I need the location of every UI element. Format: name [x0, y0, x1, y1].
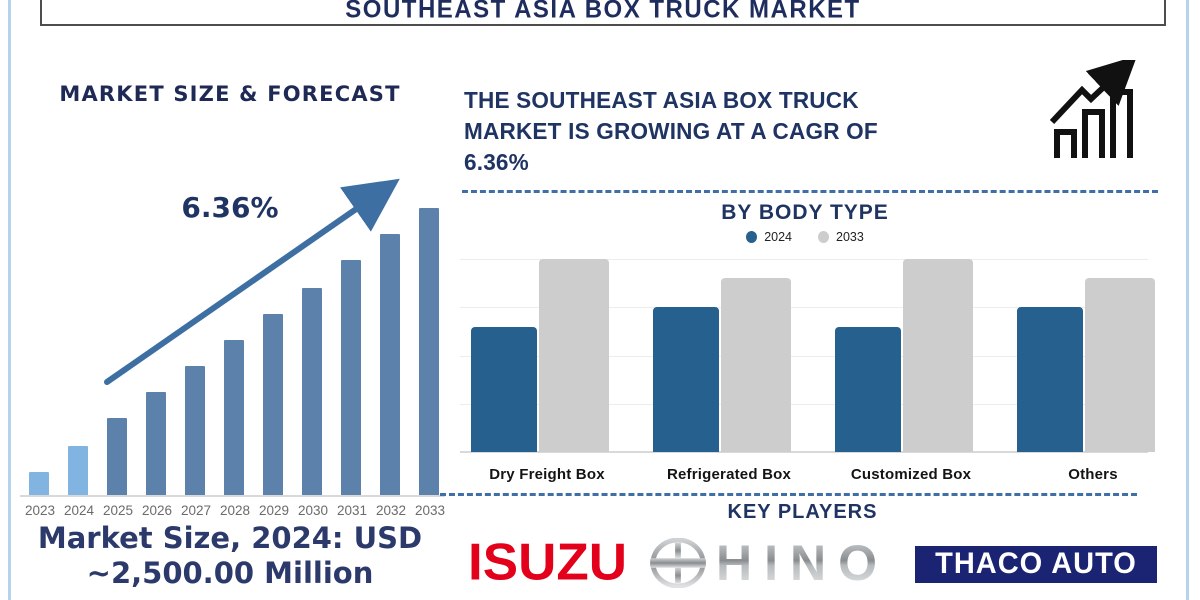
hino-logo: HINO [648, 538, 889, 588]
gridline [460, 451, 1148, 453]
year-label-2032: 2032 [375, 503, 407, 518]
hino-ellipse-h-emblem [650, 538, 706, 588]
market-size-bar-2024 [68, 446, 88, 495]
year-label-2026: 2026 [141, 503, 173, 518]
bodytype-bar-dry-freight-box-2024 [471, 327, 537, 452]
bodytype-bar-others-2024 [1017, 307, 1083, 452]
year-label-2033: 2033 [414, 503, 446, 518]
year-label-2025: 2025 [102, 503, 134, 518]
category-label-others: Others [1068, 466, 1118, 483]
market-size-bar-2026 [146, 392, 166, 495]
market-size-bar-2030 [302, 288, 322, 495]
isuzu-logo: ISUZU [468, 533, 627, 592]
market-size-bar-2025 [107, 418, 127, 495]
year-label-2030: 2030 [297, 503, 329, 518]
body-type-category-labels: Dry Freight Box Refrigerated Box Customize… [460, 466, 1150, 486]
thaco-auto-logo: THACO AUTO [915, 546, 1157, 583]
year-label-2031: 2031 [336, 503, 368, 518]
market-size-bar-2033 [419, 208, 439, 495]
market-size-bar-2023 [29, 472, 49, 495]
year-label-2029: 2029 [258, 503, 290, 518]
legend-item-2033: 2033 [818, 230, 864, 244]
market-size-bar-2031 [341, 260, 361, 495]
legend-label-2024: 2024 [764, 230, 792, 244]
market-size-value-line1: Market Size, 2024: USD [37, 521, 423, 555]
page-title: SOUTHEAST ASIA BOX TRUCK MARKET [345, 0, 861, 24]
category-label-customized-box: Customized Box [850, 466, 972, 483]
market-size-forecast-heading: MARKET SIZE & FORECAST [59, 82, 401, 106]
cagr-statement-line1: THE SOUTHEAST ASIA BOX TRUCK [464, 87, 859, 113]
category-label-dry-freight-box: Dry Freight Box [489, 466, 605, 483]
bodytype-bar-refrigerated-box-2033 [721, 278, 791, 452]
market-size-value: Market Size, 2024: USD ~2,500.00 Million [10, 521, 450, 591]
year-label-2027: 2027 [180, 503, 212, 518]
bodytype-bar-dry-freight-box-2033 [539, 259, 609, 452]
dashed-divider-top [462, 190, 1158, 193]
year-label-2023: 2023 [24, 503, 56, 518]
bodytype-bar-others-2033 [1085, 278, 1155, 452]
market-size-chart [20, 200, 445, 497]
body-type-chart [460, 259, 1155, 453]
cagr-statement-line3: 6.36% [464, 149, 529, 175]
category-label-refrigerated-box: Refrigerated Box [666, 466, 792, 483]
market-size-bar-2028 [224, 340, 244, 495]
gridline [460, 403, 1148, 405]
legend-item-2024: 2024 [746, 230, 792, 244]
hino-logo-text: HINO [716, 535, 889, 591]
cagr-statement: THE SOUTHEAST ASIA BOX TRUCK MARKET IS G… [464, 85, 1002, 178]
gridline [460, 307, 1148, 309]
legend-label-2033: 2033 [836, 230, 864, 244]
legend-dot-2033 [818, 231, 829, 243]
thaco-auto-logo-text: THACO AUTO [935, 547, 1137, 581]
body-type-legend: 2024 2033 [460, 230, 1150, 244]
year-label-2028: 2028 [219, 503, 251, 518]
market-size-bar-2027 [185, 366, 205, 495]
body-type-heading: BY BODY TYPE [721, 201, 889, 224]
market-size-value-line2: ~2,500.00 Million [86, 556, 374, 590]
gridline [460, 355, 1148, 357]
bodytype-bar-refrigerated-box-2024 [653, 307, 719, 452]
market-size-bar-2032 [380, 234, 400, 495]
bodytype-bar-customized-box-2033 [903, 259, 973, 452]
market-size-bar-2029 [263, 314, 283, 495]
key-players-heading: KEY PLAYERS [727, 501, 878, 523]
title-bar: SOUTHEAST ASIA BOX TRUCK MARKET [40, 0, 1166, 26]
legend-dot-2024 [746, 231, 758, 243]
gridline [460, 259, 1148, 260]
right-frame-border [1186, 0, 1189, 600]
bodytype-bar-customized-box-2024 [835, 327, 901, 452]
cagr-statement-line2: MARKET IS GROWING AT A CAGR OF [464, 118, 878, 144]
dashed-divider-bottom [440, 493, 1137, 496]
cagr-annotation: 6.36% [181, 191, 279, 224]
left-chart-years: 2023 2024 2025 2026 2027 2028 2029 2030 2031 2032… [20, 503, 460, 521]
left-frame-border [8, 0, 11, 600]
growth-bars-arrow-icon [1050, 60, 1138, 158]
year-label-2024: 2024 [63, 503, 95, 518]
